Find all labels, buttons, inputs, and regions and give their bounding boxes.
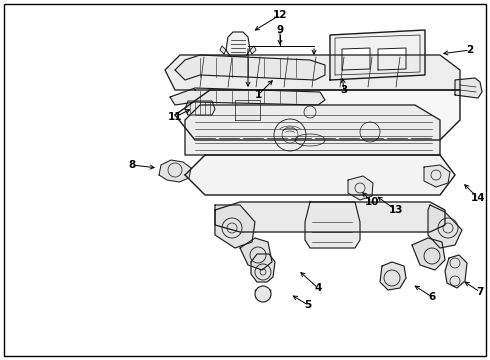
Text: 5: 5 [304,300,312,310]
Text: 9: 9 [276,25,284,35]
Polygon shape [380,262,406,290]
Polygon shape [185,101,215,115]
Polygon shape [412,238,445,270]
Polygon shape [378,48,406,70]
Polygon shape [215,205,255,248]
Text: 2: 2 [466,45,474,55]
Polygon shape [175,55,325,80]
Text: 13: 13 [389,205,403,215]
Polygon shape [251,254,275,282]
Text: 12: 12 [273,10,287,20]
Polygon shape [455,78,482,98]
Polygon shape [235,100,260,120]
Text: 14: 14 [471,193,485,203]
Polygon shape [240,238,272,270]
Polygon shape [226,32,250,56]
Polygon shape [250,46,256,54]
Text: 10: 10 [365,197,379,207]
Polygon shape [428,205,462,248]
Text: 6: 6 [428,292,436,302]
Polygon shape [445,255,467,288]
Text: 3: 3 [341,85,347,95]
Text: 8: 8 [128,160,136,170]
Polygon shape [330,30,425,80]
Polygon shape [185,155,455,195]
Polygon shape [305,202,360,248]
Text: 1: 1 [254,90,262,100]
Polygon shape [170,88,325,105]
Text: 11: 11 [168,112,182,122]
Polygon shape [348,176,373,200]
Polygon shape [185,105,440,155]
Text: 7: 7 [476,287,484,297]
Polygon shape [159,160,191,182]
Circle shape [255,286,271,302]
Polygon shape [165,55,460,90]
Polygon shape [175,90,460,140]
Polygon shape [220,46,226,54]
Polygon shape [215,202,445,232]
Polygon shape [342,48,370,70]
Polygon shape [424,165,450,187]
Text: 4: 4 [314,283,322,293]
